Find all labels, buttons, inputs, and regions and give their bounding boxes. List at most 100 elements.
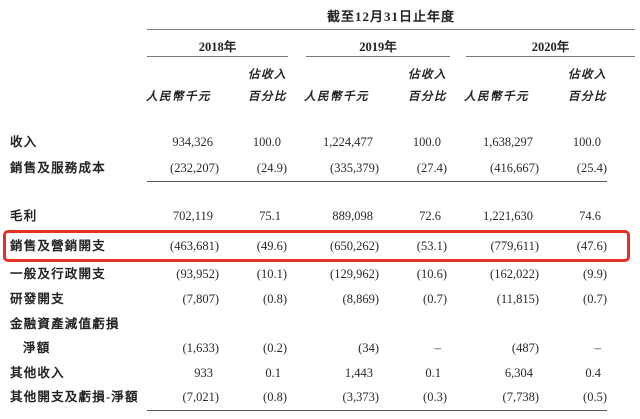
cell: (8,869) (342, 292, 379, 306)
cell: 1,638,297 (483, 135, 533, 149)
year-rule-2020 (466, 56, 635, 57)
cell: (0.7) (583, 292, 607, 306)
cell: 702,119 (172, 209, 213, 223)
table-row-selling-marketing-expenses: 銷售及營銷開支 (463,681) (49.6) (650,262) (53.1… (10, 236, 607, 256)
rmb-thousand-header-2018: 人民幣千元 (146, 91, 211, 103)
cell: (0.8) (219, 387, 287, 411)
cell (219, 314, 287, 334)
table-row-impairment-losses-label: 金融資產減值虧損 (10, 314, 607, 334)
table-row-general-admin-expenses: 一般及行政開支 (93,952) (10.1) (129,962) (10.6)… (10, 264, 607, 284)
percentage-header-2020: 百分比 (568, 91, 607, 103)
cell: – (434, 341, 441, 355)
cell: (10.1) (256, 267, 287, 281)
cell: 0.4 (585, 366, 601, 380)
cell: (53.1) (416, 239, 447, 253)
table-row-other-income: 其他收入 933 0.1 1,443 0.1 6,304 0.4 (10, 363, 607, 383)
pct-of-revenue-header-2020: 佔收入 (568, 69, 607, 81)
cell: (93,952) (176, 267, 219, 281)
table-body: 收入 934,326 100.0 1,224,477 100.0 1,638,2… (10, 132, 607, 411)
table-row-rd-expenses: 研發開支 (7,807) (0.8) (8,869) (0.7) (11,815… (10, 289, 607, 309)
row-label: 淨額 (23, 341, 51, 355)
cell: (10.6) (416, 267, 447, 281)
year-header-2018: 2018年 (198, 40, 237, 54)
cell: 100.0 (252, 135, 281, 149)
cell: 100.0 (412, 135, 441, 149)
row-label: 銷售及服務成本 (10, 161, 106, 175)
cell: (129,962) (330, 267, 379, 281)
row-label: 金融資產減值虧損 (10, 317, 120, 331)
cell: (1,633) (182, 341, 219, 355)
cell: 6,304 (504, 366, 533, 380)
cell (379, 314, 447, 334)
cell: 933 (194, 366, 213, 380)
cell (447, 314, 539, 334)
cell: (335,379) (287, 158, 379, 182)
cell: (24.9) (219, 158, 287, 182)
cell: (9.9) (583, 267, 607, 281)
year-rule-2019 (306, 56, 450, 57)
cell: (416,667) (447, 158, 539, 182)
cell: 1,221,630 (483, 209, 533, 223)
rmb-thousand-header-2019: 人民幣千元 (304, 91, 369, 103)
rmb-thousand-header-2020: 人民幣千元 (464, 91, 529, 103)
row-label: 毛利 (10, 209, 38, 223)
cell: (0.2) (263, 341, 287, 355)
cell (287, 314, 379, 334)
table-row-impairment-losses-net: 淨額 (1,633) (0.2) (34) – (487) – (10, 338, 607, 358)
cell: 1,224,477 (323, 135, 373, 149)
cell: 72.6 (419, 209, 441, 223)
cell: (779,611) (490, 239, 540, 253)
cell: – (594, 341, 601, 355)
cell: (0.7) (423, 292, 447, 306)
cell: (7,021) (147, 387, 219, 411)
cell: 1,443 (344, 366, 373, 380)
cell: (7,738) (447, 387, 539, 411)
cell: (162,022) (490, 267, 539, 281)
row-label: 一般及行政開支 (10, 267, 106, 281)
cell: (49.6) (256, 239, 287, 253)
row-label: 研發開支 (10, 292, 65, 306)
table-row-revenue: 收入 934,326 100.0 1,224,477 100.0 1,638,2… (10, 132, 607, 152)
row-label: 其他開支及虧損-淨額 (10, 390, 139, 404)
year-header-2020: 2020年 (531, 40, 570, 54)
cell: (3,373) (287, 387, 379, 411)
table-row-other-expenses-losses-net: 其他開支及虧損-淨額 (7,021) (0.8) (3,373) (0.3) (… (10, 387, 607, 411)
highlight-box (3, 230, 630, 262)
row-label: 收入 (10, 135, 38, 149)
cell: (34) (358, 341, 379, 355)
title-rule (147, 29, 635, 30)
pct-of-revenue-header-2018: 佔收入 (248, 69, 287, 81)
cell: (0.5) (539, 387, 607, 411)
cell: 889,098 (332, 209, 373, 223)
row-label: 其他收入 (10, 366, 65, 380)
cell: (650,262) (330, 239, 379, 253)
percentage-header-2018: 百分比 (248, 91, 287, 103)
cell: 0.1 (265, 366, 281, 380)
year-header-2019: 2019年 (359, 40, 397, 54)
cell: (463,681) (170, 239, 219, 253)
year-rule-2018 (147, 56, 288, 57)
table-row-cost-of-sales: 銷售及服務成本 (232,207) (24.9) (335,379) (27.4… (10, 158, 607, 182)
cell: 0.1 (425, 366, 441, 380)
cell: (232,207) (147, 158, 219, 182)
cell: 100.0 (572, 135, 601, 149)
table-row-gross-profit: 毛利 702,119 75.1 889,098 72.6 1,221,630 7… (10, 206, 607, 226)
cell: (0.3) (379, 387, 447, 411)
cell: (27.4) (379, 158, 447, 182)
cell (147, 314, 219, 334)
cell: (487) (511, 341, 539, 355)
cell: (0.8) (263, 292, 287, 306)
pct-of-revenue-header-2019: 佔收入 (408, 69, 447, 81)
cell (539, 314, 607, 334)
cell: (25.4) (539, 158, 607, 182)
cell: (47.6) (576, 239, 607, 253)
cell: 75.1 (259, 209, 281, 223)
row-label: 銷售及營銷開支 (10, 239, 106, 253)
cell: (11,815) (496, 292, 539, 306)
cell: 934,326 (172, 135, 213, 149)
percentage-header-2019: 百分比 (408, 91, 447, 103)
cell: 74.6 (579, 209, 601, 223)
table-title: 截至12月31日止年度 (326, 9, 455, 24)
cell: (7,807) (182, 292, 219, 306)
